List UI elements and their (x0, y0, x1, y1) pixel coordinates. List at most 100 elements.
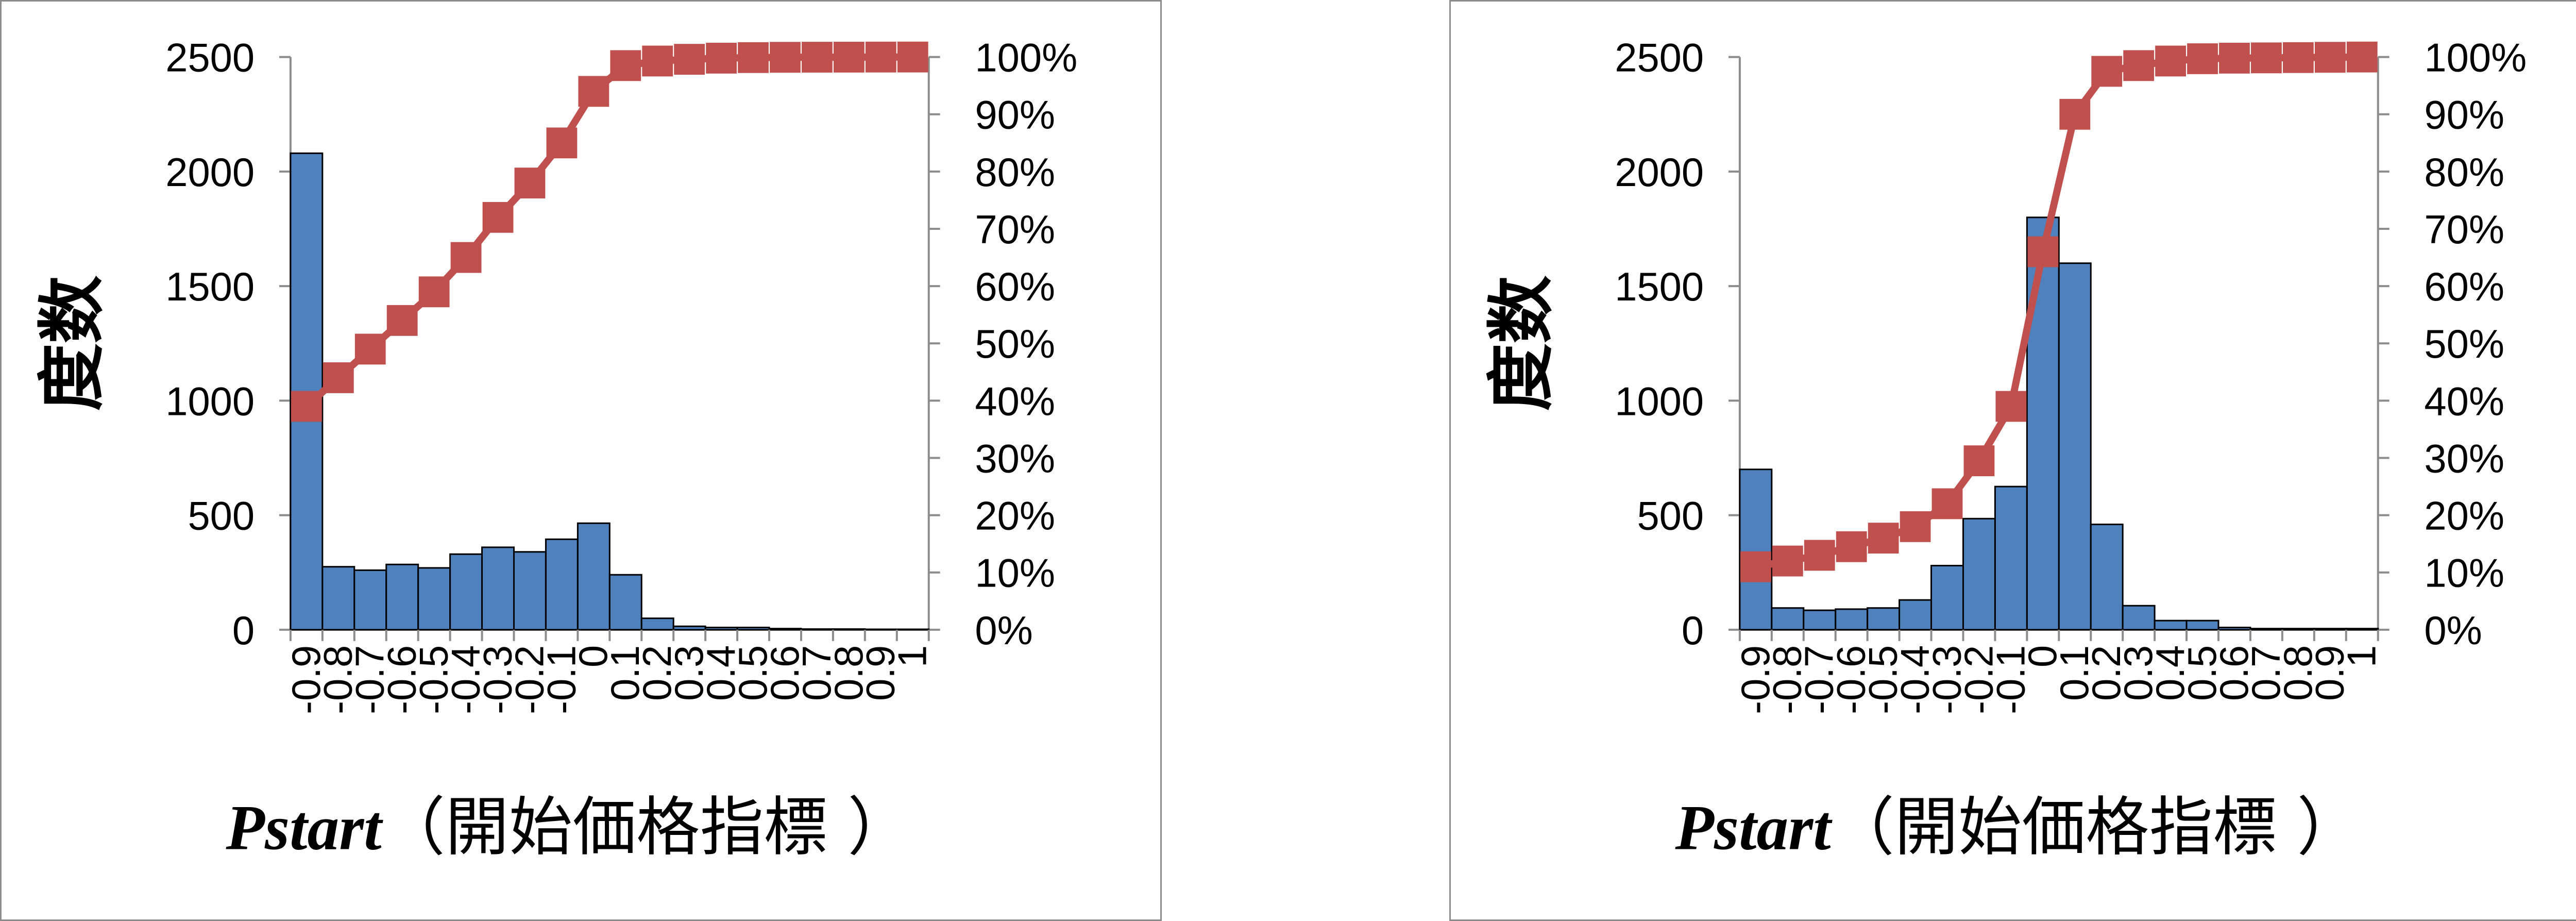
line-marker (2251, 42, 2282, 74)
line-marker (1868, 523, 1899, 554)
line-marker (1836, 531, 1867, 562)
y2-tick-label: 100% (2424, 36, 2527, 80)
line-marker (642, 45, 673, 77)
x-tick-label: 0.4 (699, 645, 743, 701)
x-tick-label: -0.3 (476, 645, 520, 714)
y-tick-label: 500 (1637, 494, 1704, 539)
bar (2281, 628, 2315, 631)
x-tick-label: 0 (2021, 645, 2065, 667)
y-tick-label: 2000 (1615, 150, 1704, 195)
x-tick-label: 0.8 (2276, 645, 2320, 701)
bar (768, 628, 802, 631)
y-tick-label: 500 (188, 494, 255, 539)
bar (672, 625, 706, 631)
y-tick-label: 2500 (165, 36, 255, 80)
x-tick-label: -0.2 (1957, 645, 2001, 714)
bar (2313, 628, 2347, 631)
bar (385, 563, 419, 631)
bar (1867, 607, 1901, 631)
bar (2026, 216, 2060, 631)
bar (577, 522, 611, 631)
y2-tick-label: 70% (975, 208, 1055, 252)
bar (545, 538, 579, 631)
line-marker (354, 333, 386, 365)
y-tick-label: 2000 (165, 150, 255, 195)
line-marker (738, 42, 769, 73)
bar (321, 566, 355, 631)
x-tick-label: -0.7 (348, 645, 393, 714)
x-axis-title-italic: Pstart (226, 792, 384, 863)
x-tick-label: -0.9 (1734, 645, 1778, 714)
line-marker (2155, 45, 2187, 77)
y2-tick-label: 80% (975, 150, 1055, 195)
x-tick-label: 0.3 (667, 645, 711, 701)
bar (704, 626, 738, 631)
bar (2058, 262, 2092, 631)
line-marker (291, 391, 322, 422)
line-marker (2314, 42, 2346, 73)
x-tick-label: 0.9 (2308, 645, 2352, 701)
x-axis-title-japanese: （開始価格指標 ） (1831, 790, 2361, 864)
x-axis-title-japanese: （開始価格指標 ） (382, 790, 911, 864)
y-axis-title: 度数 (33, 275, 112, 411)
x-tick-label: -0.1 (539, 645, 584, 714)
line-marker (2027, 236, 2059, 267)
y2-tick-label: 30% (975, 437, 1055, 481)
x-tick-label: -0.6 (1829, 645, 1874, 714)
y-tick-label: 1000 (165, 379, 255, 424)
y2-tick-label: 40% (2424, 379, 2504, 424)
x-tick-label: -0.9 (284, 645, 329, 714)
line-marker (1931, 488, 1963, 520)
line-marker (1804, 540, 1835, 571)
bar (1962, 517, 1996, 631)
bar (1930, 564, 1964, 631)
y-tick-label: 0 (232, 609, 255, 653)
x-tick-label: -0.5 (412, 645, 456, 714)
bar (513, 551, 547, 631)
y2-tick-label: 50% (975, 322, 1055, 366)
x-tick-label: 0.4 (2148, 645, 2193, 701)
x-tick-label: -0.1 (1989, 645, 2033, 714)
bar (2345, 628, 2379, 631)
x-tick-label: -0.6 (380, 645, 425, 714)
y2-tick-label: 60% (975, 265, 1055, 309)
x-tick-label: -0.5 (1861, 645, 1906, 714)
y2-tick-label: 60% (2424, 265, 2504, 309)
bar (2185, 619, 2219, 631)
bar (1771, 607, 1805, 631)
bar (1803, 609, 1837, 631)
x-tick-label: 0 (571, 645, 616, 667)
y-tick-label: 1500 (165, 265, 255, 309)
bar (2217, 626, 2251, 631)
line-marker (897, 41, 928, 73)
line-marker (546, 127, 578, 159)
line-marker (450, 242, 482, 273)
y2-tick-label: 50% (2424, 322, 2504, 366)
y2-tick-label: 90% (2424, 93, 2504, 138)
y2-tick-label: 90% (975, 93, 1055, 138)
line-marker (865, 41, 896, 73)
x-tick-label: 0.9 (859, 645, 903, 701)
bar (896, 628, 930, 631)
x-tick-label: -0.8 (316, 645, 361, 714)
y-tick-label: 0 (1682, 609, 1704, 653)
line-marker (1900, 511, 1931, 542)
line-marker (2091, 56, 2123, 87)
bar (1899, 599, 1933, 631)
line-marker (418, 276, 450, 308)
line-marker (482, 202, 514, 233)
bar (417, 567, 451, 631)
y2-tick-label: 10% (2424, 551, 2504, 596)
histogram-chart-right: 0 500 1000 1500 2000 2500 0% 10% 20% 30% 40% 50% 60%… (1482, 36, 2527, 865)
bar (608, 574, 642, 631)
line-marker (770, 42, 801, 73)
x-tick-label: 0.5 (731, 645, 775, 701)
y-tick-label: 1000 (1615, 379, 1704, 424)
y2-tick-label: 10% (975, 551, 1055, 596)
line-marker (802, 42, 833, 73)
line-marker (514, 168, 546, 199)
bar (1739, 468, 1773, 631)
line-marker (706, 42, 737, 74)
y-tick-label: 1500 (1615, 265, 1704, 309)
x-tick-label: -0.2 (507, 645, 552, 714)
